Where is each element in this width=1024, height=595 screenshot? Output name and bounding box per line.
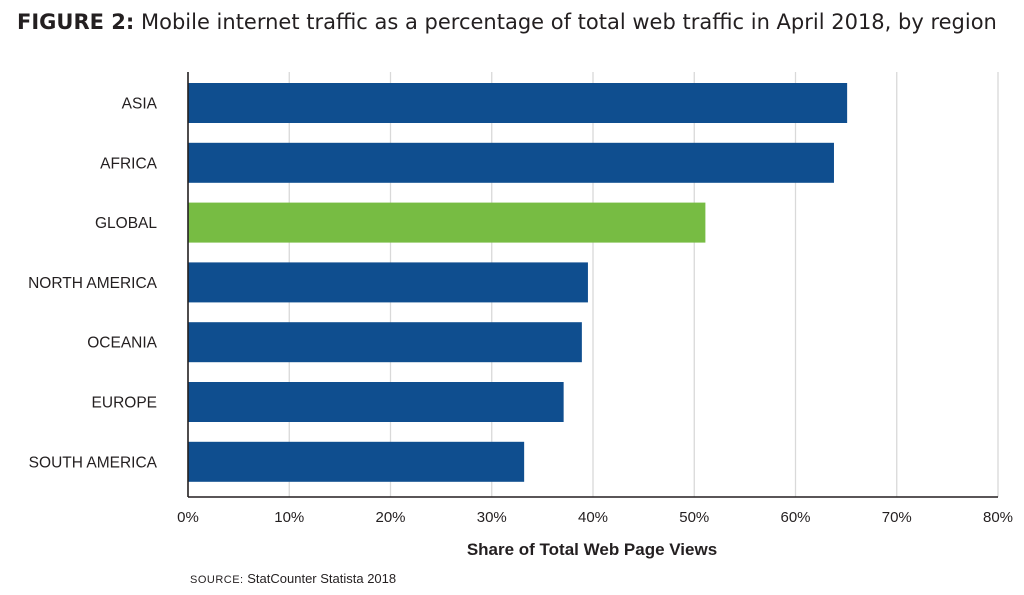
bar-south-america xyxy=(188,441,525,482)
bar-europe xyxy=(188,382,564,422)
x-tick-label: 80% xyxy=(983,509,1013,526)
bar-oceania xyxy=(188,322,582,363)
source-text: StatCounter Statista 2018 xyxy=(247,571,397,586)
x-tick-label: 10% xyxy=(274,509,304,526)
category-label: SOUTH AMERICA xyxy=(29,454,158,471)
x-tick-labels: 0% 10% 20% 30% 40% 50% 60% 70% 80% xyxy=(177,509,1013,526)
x-tick-label: 60% xyxy=(780,509,810,526)
bar-africa xyxy=(188,142,834,183)
category-labels: ASIA AFRICA GLOBAL NORTH AMERICA OCEANIA EURO… xyxy=(28,96,158,472)
x-tick-label: 70% xyxy=(882,509,912,526)
category-label: AFRICA xyxy=(100,155,158,172)
category-label: ASIA xyxy=(122,96,158,113)
bar-asia xyxy=(188,83,848,123)
x-tick-label: 40% xyxy=(578,509,608,526)
bar-north-america xyxy=(188,262,588,303)
category-label: NORTH AMERICA xyxy=(28,275,158,292)
x-axis-title: Share of Total Web Page Views xyxy=(467,540,717,559)
category-label: EUROPE xyxy=(92,395,157,412)
x-tick-label: 30% xyxy=(477,509,507,526)
bar-global xyxy=(188,202,706,243)
figure-number: FIGURE 2: xyxy=(17,10,135,34)
category-label: GLOBAL xyxy=(95,215,157,232)
source-label: SOURCE: xyxy=(190,574,244,586)
x-tick-label: 0% xyxy=(177,509,199,526)
category-label: OCEANIA xyxy=(87,335,157,352)
bars xyxy=(188,83,848,482)
x-tick-label: 20% xyxy=(375,509,405,526)
x-tick-label: 50% xyxy=(679,509,709,526)
figure-title-text: Mobile internet traffic as a percentage … xyxy=(140,10,997,34)
source-note: SOURCE: StatCounter Statista 2018 xyxy=(190,571,396,586)
figure-title: FIGURE 2: Mobile internet traffic as a p… xyxy=(17,10,997,34)
